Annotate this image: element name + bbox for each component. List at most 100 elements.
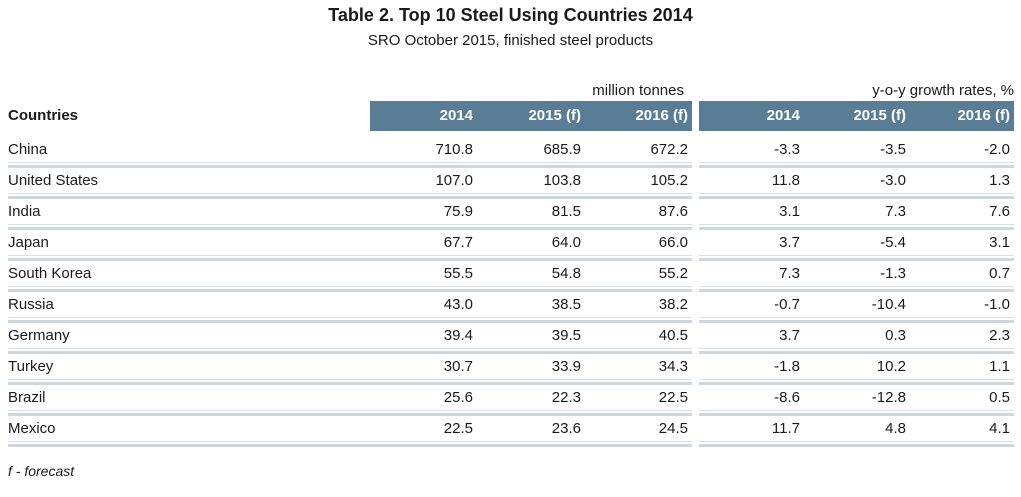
country-cell: South Korea — [8, 265, 92, 282]
row-divider — [8, 162, 1014, 168]
row-divider-right-segment — [699, 317, 1014, 323]
row-divider-right-segment — [699, 286, 1014, 292]
growth-value: 3.1 — [989, 234, 1010, 251]
column-header-tonnes-2014: 2014 — [439, 107, 473, 124]
row-divider-left-segment — [8, 410, 692, 416]
column-header-growth-2016f: 2016 (f) — [957, 107, 1010, 124]
row-divider-gap — [692, 162, 699, 168]
table-row: China 710.8 685.9 672.2 -3.3 -3.5 -2.0 — [8, 137, 1014, 162]
row-divider-left-segment — [8, 348, 692, 354]
row-divider — [8, 193, 1014, 199]
row-divider — [8, 441, 1014, 447]
growth-value: 2.3 — [989, 327, 1010, 344]
row-divider-left-segment — [8, 224, 692, 230]
table-row: Mexico 22.5 23.6 24.5 11.7 4.8 4.1 — [8, 416, 1014, 441]
row-divider-gap — [692, 379, 699, 385]
tonnes-value: 22.3 — [551, 389, 581, 406]
row-divider-gap — [692, 410, 699, 416]
row-divider — [8, 286, 1014, 292]
row-divider-gap — [692, 317, 699, 323]
tonnes-value: 39.5 — [551, 327, 581, 344]
row-divider-gap — [692, 255, 699, 261]
row-divider — [8, 255, 1014, 261]
tonnes-value: 105.2 — [650, 172, 688, 189]
growth-value: 11.8 — [771, 172, 800, 189]
country-cell: China — [8, 141, 48, 158]
table-subtitle: SRO October 2015, finished steel product… — [367, 32, 654, 49]
tonnes-value: 685.9 — [543, 141, 581, 158]
tonnes-value: 107.0 — [435, 172, 473, 189]
row-divider-gap — [692, 286, 699, 292]
row-divider — [8, 410, 1014, 416]
country-cell: Brazil — [8, 389, 46, 406]
row-divider — [8, 379, 1014, 385]
growth-value: 3.7 — [779, 327, 800, 344]
row-divider-gap — [692, 348, 699, 354]
table-row: Japan 67.7 64.0 66.0 3.7 -5.4 3.1 — [8, 230, 1014, 255]
growth-value: -3.5 — [880, 141, 906, 158]
tonnes-value: 38.2 — [658, 296, 688, 313]
tonnes-value: 30.7 — [443, 358, 473, 375]
tonnes-value: 25.6 — [443, 389, 473, 406]
table-body: China 710.8 685.9 672.2 -3.3 -3.5 -2.0 United S… — [8, 137, 1014, 447]
table-header-row: Countries 2014 2015 (f) 2016 (f) 2014 20… — [8, 101, 1014, 131]
tonnes-value: 40.5 — [658, 327, 688, 344]
tonnes-value: 55.2 — [658, 265, 688, 282]
column-header-tonnes-2015f: 2015 (f) — [528, 107, 581, 124]
growth-value: 7.6 — [989, 203, 1010, 220]
growth-value: -3.3 — [774, 141, 800, 158]
growth-value: -0.7 — [774, 296, 800, 313]
tonnes-value: 67.7 — [443, 234, 473, 251]
growth-value: 3.7 — [779, 234, 800, 251]
growth-value: -1.3 — [880, 265, 906, 282]
table-title: Table 2. Top 10 Steel Using Countries 20… — [328, 5, 693, 25]
tonnes-value: 22.5 — [658, 389, 688, 406]
growth-value: 7.3 — [885, 203, 906, 220]
country-cell: Russia — [8, 296, 54, 313]
column-header-growth-2014: 2014 — [766, 107, 800, 124]
growth-value: 0.3 — [885, 327, 906, 344]
row-divider-right-segment — [699, 441, 1014, 447]
growth-value: 1.3 — [989, 172, 1010, 189]
row-divider-left-segment — [8, 441, 692, 447]
row-divider-gap — [692, 193, 699, 199]
row-divider — [8, 224, 1014, 230]
tonnes-value: 23.6 — [551, 420, 581, 437]
table-row: Turkey 30.7 33.9 34.3 -1.8 10.2 1.1 — [8, 354, 1014, 379]
row-divider-right-segment — [699, 162, 1014, 168]
tonnes-value: 39.4 — [443, 327, 473, 344]
header-band-million-tonnes: 2014 2015 (f) 2016 (f) — [370, 101, 692, 131]
country-cell: Germany — [8, 327, 70, 344]
growth-value: 3.1 — [779, 203, 800, 220]
tonnes-value: 75.9 — [443, 203, 473, 220]
tonnes-value: 81.5 — [551, 203, 581, 220]
growth-value: -1.8 — [774, 358, 800, 375]
group-label-million-tonnes: million tonnes — [592, 82, 684, 99]
country-cell: United States — [8, 172, 99, 189]
header-band-gap — [692, 101, 699, 131]
tonnes-value: 55.5 — [443, 265, 473, 282]
row-divider-left-segment — [8, 255, 692, 261]
tonnes-value: 38.5 — [551, 296, 581, 313]
tonnes-value: 87.6 — [658, 203, 688, 220]
tonnes-value: 66.0 — [658, 234, 688, 251]
tonnes-value: 54.8 — [551, 265, 581, 282]
group-label-growth-rates: y-o-y growth rates, % — [872, 82, 1014, 99]
tonnes-value: 64.0 — [551, 234, 581, 251]
growth-value: 0.5 — [989, 389, 1010, 406]
row-divider — [8, 348, 1014, 354]
table-row: Russia 43.0 38.5 38.2 -0.7 -10.4 -1.0 — [8, 292, 1014, 317]
growth-value: 1.1 — [989, 358, 1010, 375]
growth-value: -10.4 — [871, 296, 906, 313]
row-divider-right-segment — [699, 348, 1014, 354]
row-divider-gap — [692, 224, 699, 230]
row-divider-left-segment — [8, 286, 692, 292]
growth-value: 0.7 — [989, 265, 1010, 282]
tonnes-value: 43.0 — [443, 296, 473, 313]
row-divider-right-segment — [699, 193, 1014, 199]
table-row: South Korea 55.5 54.8 55.2 7.3 -1.3 0.7 — [8, 261, 1014, 286]
growth-value: 11.7 — [771, 420, 800, 437]
tonnes-value: 22.5 — [443, 420, 473, 437]
table-row: Germany 39.4 39.5 40.5 3.7 0.3 2.3 — [8, 323, 1014, 348]
tonnes-value: 710.8 — [435, 141, 473, 158]
